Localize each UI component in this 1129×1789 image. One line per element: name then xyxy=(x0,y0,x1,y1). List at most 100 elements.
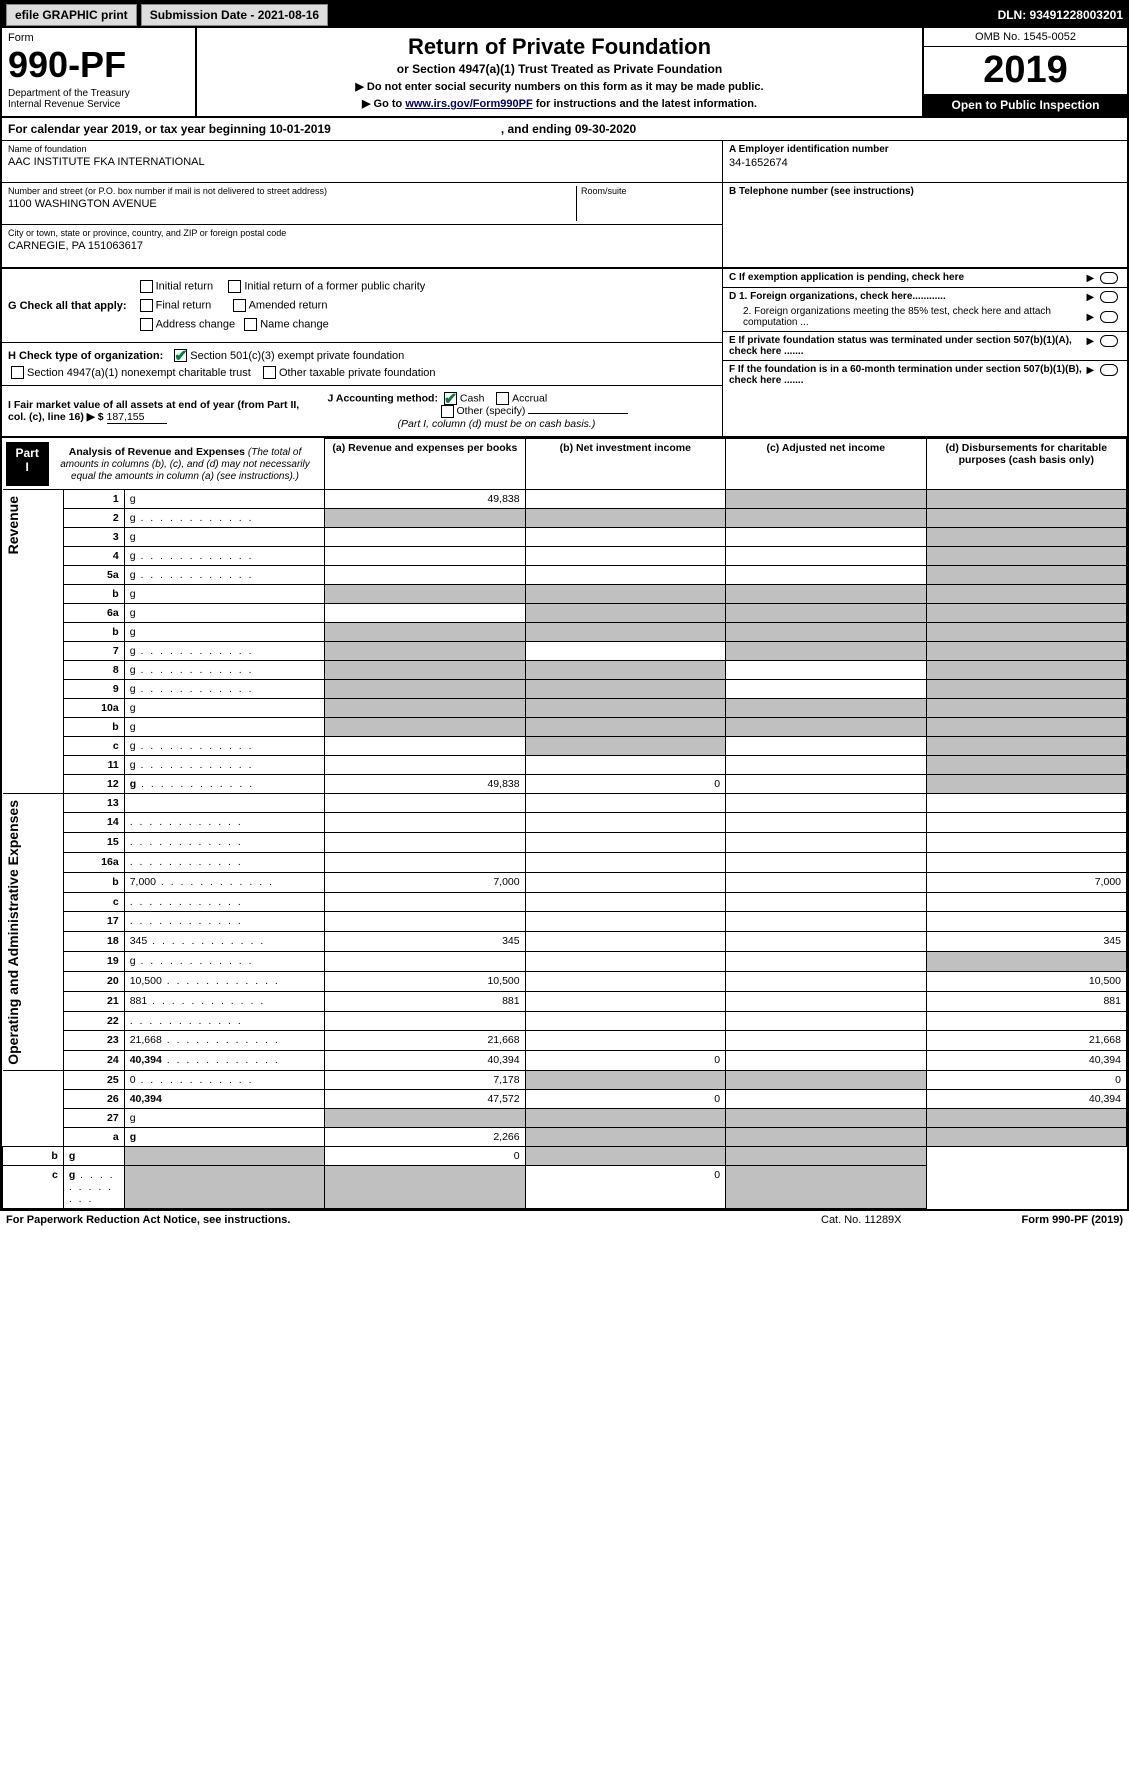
cb-d2[interactable] xyxy=(1100,311,1118,323)
amt-cell xyxy=(325,717,525,736)
row-num: 25 xyxy=(63,1071,124,1090)
cb-other-acct[interactable] xyxy=(441,405,454,418)
amt-cell xyxy=(525,565,725,584)
amt-cell xyxy=(726,991,926,1011)
amt-cell: 345 xyxy=(325,932,525,952)
row-num: 26 xyxy=(63,1090,124,1109)
amt-cell xyxy=(726,833,926,853)
row-num: b xyxy=(63,872,124,892)
amt-cell xyxy=(525,1071,725,1090)
amt-cell xyxy=(726,622,926,641)
cb-initial-former[interactable] xyxy=(228,280,241,293)
submission-btn[interactable]: Submission Date - 2021-08-16 xyxy=(141,4,328,26)
cb-name[interactable] xyxy=(244,318,257,331)
cb-d1[interactable] xyxy=(1100,291,1118,303)
cb-f[interactable] xyxy=(1100,364,1118,376)
amt-cell xyxy=(525,489,725,508)
section-g: G Check all that apply: Initial return I… xyxy=(2,269,722,343)
amt-cell xyxy=(726,971,926,991)
amt-cell xyxy=(325,912,525,932)
amt-cell xyxy=(525,852,725,872)
row-num: 9 xyxy=(63,679,124,698)
amt-cell xyxy=(726,755,926,774)
row-desc: 21,668 xyxy=(124,1031,324,1051)
row-desc: g xyxy=(63,1166,124,1209)
amt-cell xyxy=(926,489,1127,508)
amt-cell xyxy=(726,1011,926,1031)
cb-addr[interactable] xyxy=(140,318,153,331)
amt-cell xyxy=(525,736,725,755)
row-num: 3 xyxy=(63,527,124,546)
amt-cell: 881 xyxy=(325,991,525,1011)
cb-e[interactable] xyxy=(1100,335,1118,347)
table-row: 4g xyxy=(3,546,1127,565)
amt-cell xyxy=(726,641,926,660)
row-num: c xyxy=(3,1166,64,1209)
cb-accrual[interactable] xyxy=(496,392,509,405)
part1-table: Part I Analysis of Revenue and Expenses … xyxy=(2,438,1127,1209)
amt-cell xyxy=(325,1166,525,1209)
amt-cell xyxy=(726,565,926,584)
irs-link[interactable]: www.irs.gov/Form990PF xyxy=(405,98,532,110)
row-desc: g xyxy=(124,565,324,584)
table-row: 2010,50010,50010,500 xyxy=(3,971,1127,991)
amt-cell xyxy=(325,584,525,603)
amt-cell xyxy=(926,952,1127,972)
row-desc: g xyxy=(124,736,324,755)
amt-cell xyxy=(726,1031,926,1051)
amt-cell xyxy=(926,1011,1127,1031)
cb-501c3[interactable] xyxy=(174,349,187,362)
table-row: 6ag xyxy=(3,603,1127,622)
amt-cell: 49,838 xyxy=(325,489,525,508)
cb-other-tax[interactable] xyxy=(263,366,276,379)
dln: DLN: 93491228003201 xyxy=(998,8,1123,22)
amt-cell xyxy=(726,1109,926,1128)
cb-cash[interactable] xyxy=(444,392,457,405)
amt-cell xyxy=(325,1109,525,1128)
amt-cell xyxy=(726,813,926,833)
amt-cell xyxy=(325,852,525,872)
row-desc: g xyxy=(124,641,324,660)
cb-amended[interactable] xyxy=(233,299,246,312)
row-num: 19 xyxy=(63,952,124,972)
amt-cell: 47,572 xyxy=(325,1090,525,1109)
amt-cell xyxy=(525,508,725,527)
table-row: 10ag xyxy=(3,698,1127,717)
row-desc: g xyxy=(124,546,324,565)
section-d: D 1. Foreign organizations, check here..… xyxy=(723,288,1127,332)
cb-initial[interactable] xyxy=(140,280,153,293)
section-h: H Check type of organization: Section 50… xyxy=(2,343,722,386)
table-row: bg0 xyxy=(3,1147,1127,1166)
amt-cell xyxy=(525,833,725,853)
cb-4947[interactable] xyxy=(11,366,24,379)
amt-cell xyxy=(325,546,525,565)
amt-cell xyxy=(726,1147,926,1166)
row-desc: 40,394 xyxy=(124,1090,324,1109)
efile-btn[interactable]: efile GRAPHIC print xyxy=(6,4,137,26)
amt-cell xyxy=(726,527,926,546)
row-num: 15 xyxy=(63,833,124,853)
cb-final[interactable] xyxy=(140,299,153,312)
amt-cell: 10,500 xyxy=(325,971,525,991)
amt-cell xyxy=(726,1166,926,1209)
table-row: 11g xyxy=(3,755,1127,774)
amt-cell xyxy=(926,565,1127,584)
row-num: 4 xyxy=(63,546,124,565)
row-num: c xyxy=(63,736,124,755)
row-desc: g xyxy=(124,1109,324,1128)
amt-cell xyxy=(926,774,1127,793)
row-num: 12 xyxy=(63,774,124,793)
open-public: Open to Public Inspection xyxy=(924,94,1127,116)
row-desc: g xyxy=(124,774,324,793)
cb-c[interactable] xyxy=(1100,272,1118,284)
table-row: 19g xyxy=(3,952,1127,972)
amt-cell: 2,266 xyxy=(325,1128,525,1147)
table-row: 27g xyxy=(3,1109,1127,1128)
amt-cell xyxy=(926,1109,1127,1128)
row-desc: g xyxy=(124,622,324,641)
amt-cell xyxy=(525,679,725,698)
amt-cell xyxy=(926,641,1127,660)
row-desc: g xyxy=(124,717,324,736)
amt-cell: 49,838 xyxy=(325,774,525,793)
amt-cell xyxy=(926,755,1127,774)
